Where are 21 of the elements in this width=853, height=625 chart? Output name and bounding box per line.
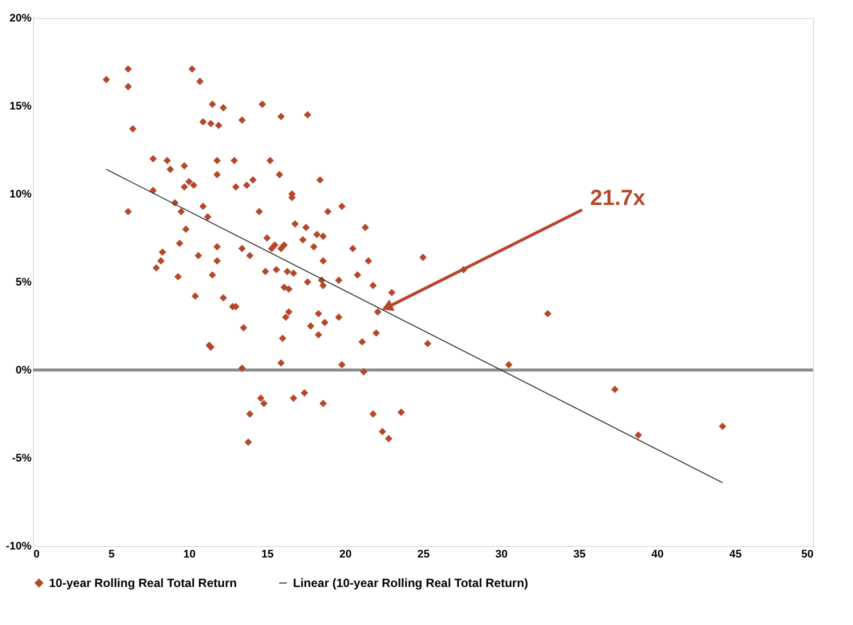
- y-tick-label: 5%: [16, 276, 32, 288]
- x-tick-label: 30: [495, 548, 508, 560]
- annotation: 21.7x: [590, 184, 646, 210]
- y-tick-label: -10%: [6, 540, 32, 552]
- x-tick-label: 35: [573, 548, 586, 560]
- x-tick-label: 40: [651, 548, 664, 560]
- y-tick-label: 20%: [9, 12, 32, 24]
- x-tick-label: 45: [729, 548, 742, 560]
- x-tick-label: 50: [801, 548, 814, 560]
- y-tick-label: 0%: [16, 364, 32, 376]
- x-tick-label: 25: [417, 548, 430, 560]
- x-tick-label: 20: [339, 548, 352, 560]
- legend-label: 10-year Rolling Real Total Return: [49, 576, 237, 590]
- y-tick-label: -5%: [12, 452, 32, 464]
- x-tick-label: 10: [183, 548, 196, 560]
- y-tick-label: 15%: [9, 100, 32, 112]
- legend-label: Linear (10-year Rolling Real Total Return): [293, 576, 528, 590]
- x-tick-label: 5: [108, 548, 115, 560]
- x-tick-label: 0: [34, 548, 40, 560]
- x-tick-label: 15: [261, 548, 274, 560]
- y-tick-label: 10%: [9, 188, 32, 200]
